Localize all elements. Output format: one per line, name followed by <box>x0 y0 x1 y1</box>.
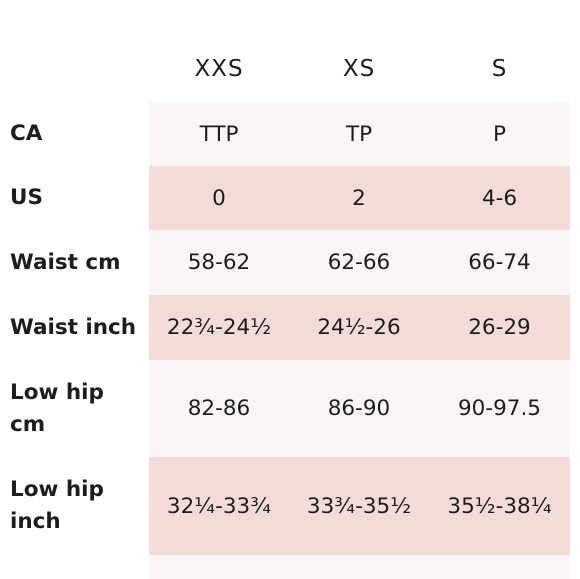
table-cell: P <box>493 121 506 147</box>
table-cell: 22¾-24½ <box>166 315 272 340</box>
row-background <box>149 166 570 230</box>
row-background <box>149 295 570 360</box>
row-label-waist-cm: Waist cm <box>10 249 121 275</box>
column-header-s: S <box>491 56 508 82</box>
column-header-xs: XS <box>342 56 376 82</box>
row-label-waist-inch: Waist inch <box>10 314 137 340</box>
table-cell: 0 <box>212 185 226 211</box>
row-label-low-hip-inch: Low hip inch <box>10 477 104 534</box>
table-cell: 24½-26 <box>317 315 401 340</box>
row-background <box>149 457 570 555</box>
table-header-row: XXS XS S <box>0 38 580 100</box>
table-cell: 32¼-33¾ <box>166 493 272 519</box>
table-cell: 58-62 <box>187 250 251 275</box>
table-row-ca: CA TTP TP P <box>0 102 580 166</box>
next-row-background-cutoff <box>149 555 570 579</box>
table-cell: 66-74 <box>468 250 531 275</box>
row-background <box>149 102 570 166</box>
table-cell: TTP <box>199 121 239 147</box>
table-row-waist-inch: Waist inch 22¾-24½ 24½-26 26-29 <box>0 295 580 360</box>
table-cell: 90-97.5 <box>458 396 541 421</box>
table-cell: TP <box>345 121 373 147</box>
table-cell: 26-29 <box>468 315 531 340</box>
table-cell: 2 <box>352 185 366 211</box>
table-cell: 33¾-35½ <box>306 493 412 519</box>
table-cell: 86-90 <box>327 396 391 421</box>
table-row-low-hip-inch: Low hip inch 32¼-33¾ 33¾-35½ 35½-38¼ <box>0 457 580 555</box>
table-row-low-hip-cm: Low hip cm 82-86 86-90 90-97.5 <box>0 360 580 457</box>
row-label-us: US <box>10 185 43 210</box>
column-header-xxs: XXS <box>194 56 244 82</box>
table-row-waist-cm: Waist cm 58-62 62-66 66-74 <box>0 230 580 295</box>
table-cell: 4-6 <box>481 185 518 211</box>
row-label-ca: CA <box>10 121 43 146</box>
row-background <box>149 230 570 295</box>
table-row-us: US 0 2 4-6 <box>0 166 580 230</box>
table-cell: 35½-38¼ <box>447 493 552 519</box>
row-label-low-hip-cm: Low hip cm <box>10 379 104 437</box>
row-background <box>149 360 570 457</box>
table-cell: 82-86 <box>187 396 251 421</box>
table-cell: 62-66 <box>327 250 391 275</box>
